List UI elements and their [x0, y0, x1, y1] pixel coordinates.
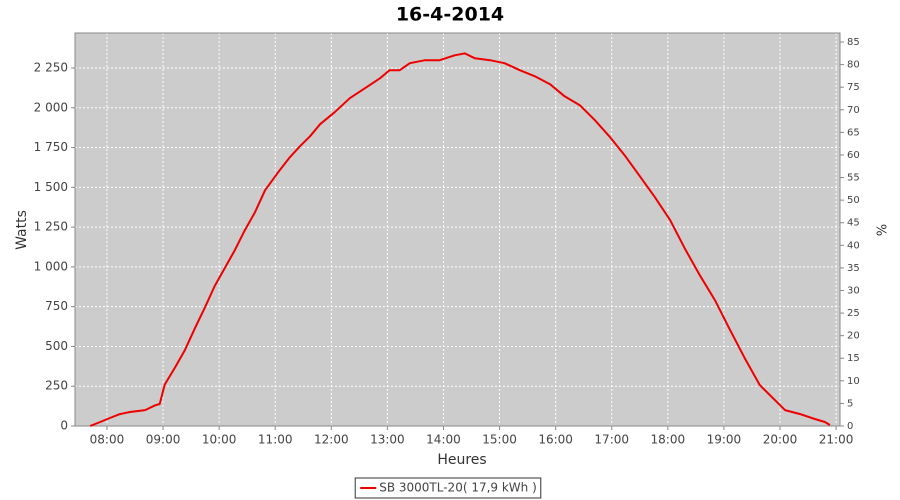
y2-tick-label: 75: [847, 82, 860, 93]
y2-tick-label: 60: [847, 150, 860, 161]
y2-axis-label: %: [873, 224, 888, 236]
x-tick-label: 09:00: [146, 433, 181, 447]
y-tick-label: 2 000: [34, 100, 68, 114]
x-tick-label: 21:00: [819, 433, 854, 447]
y-tick-label: 1 750: [34, 140, 68, 154]
plot-border: [74, 32, 841, 427]
x-tick-label: 18:00: [651, 433, 686, 447]
y2-tick-label: 10: [847, 376, 860, 387]
y-tick-label: 0: [60, 419, 68, 433]
y2-tick-label: 5: [847, 398, 853, 409]
x-tick-label: 19:00: [707, 433, 742, 447]
x-axis-label: Heures: [437, 452, 486, 468]
y2-tick-label: 50: [847, 195, 860, 206]
y2-tick-label: 65: [847, 127, 860, 138]
x-tick-label: 13:00: [370, 433, 405, 447]
series-line: [89, 52, 831, 427]
y-axis-label: Watts: [14, 210, 30, 250]
y-tick-label: 750: [45, 299, 68, 313]
y-tick-label: 1 500: [34, 180, 68, 194]
y2-tick-label: 25: [847, 308, 860, 319]
y2-tick-label: 70: [847, 105, 860, 116]
y2-tick-label: 35: [847, 263, 860, 274]
x-tick-label: 12:00: [314, 433, 349, 447]
x-tick-label: 08:00: [90, 433, 125, 447]
x-tick-label: 17:00: [594, 433, 629, 447]
y-tick-label: 250: [45, 379, 68, 393]
y2-tick-label: 40: [847, 240, 860, 251]
x-tick-label: 16:00: [538, 433, 573, 447]
y2-tick-label: 20: [847, 331, 860, 342]
y2-tick-label: 30: [847, 285, 860, 296]
plot-area: [75, 33, 840, 426]
legend-box: [354, 477, 542, 499]
y2-tick-label: 55: [847, 173, 860, 184]
y2-tick-label: 85: [847, 37, 860, 48]
legend-label: SB 3000TL-20( 17,9 kWh ): [379, 481, 537, 495]
x-tick-label: 15:00: [482, 433, 517, 447]
y-tick-label: 2 250: [34, 61, 68, 75]
y-tick-label: 1 000: [34, 259, 68, 273]
y-tick-label: 1 250: [34, 220, 68, 234]
legend: SB 3000TL-20( 17,9 kWh ): [354, 477, 542, 499]
x-tick-label: 20:00: [763, 433, 798, 447]
y2-tick-label: 15: [847, 353, 860, 364]
y2-tick-label: 80: [847, 60, 860, 71]
chart-title: 16-4-2014: [396, 4, 504, 26]
y2-tick-label: 45: [847, 218, 860, 229]
y-tick-label: 500: [45, 339, 68, 353]
x-tick-label: 11:00: [258, 433, 293, 447]
x-tick-label: 14:00: [426, 433, 461, 447]
y2-tick-label: 0: [847, 421, 853, 432]
x-tick-label: 10:00: [202, 433, 237, 447]
